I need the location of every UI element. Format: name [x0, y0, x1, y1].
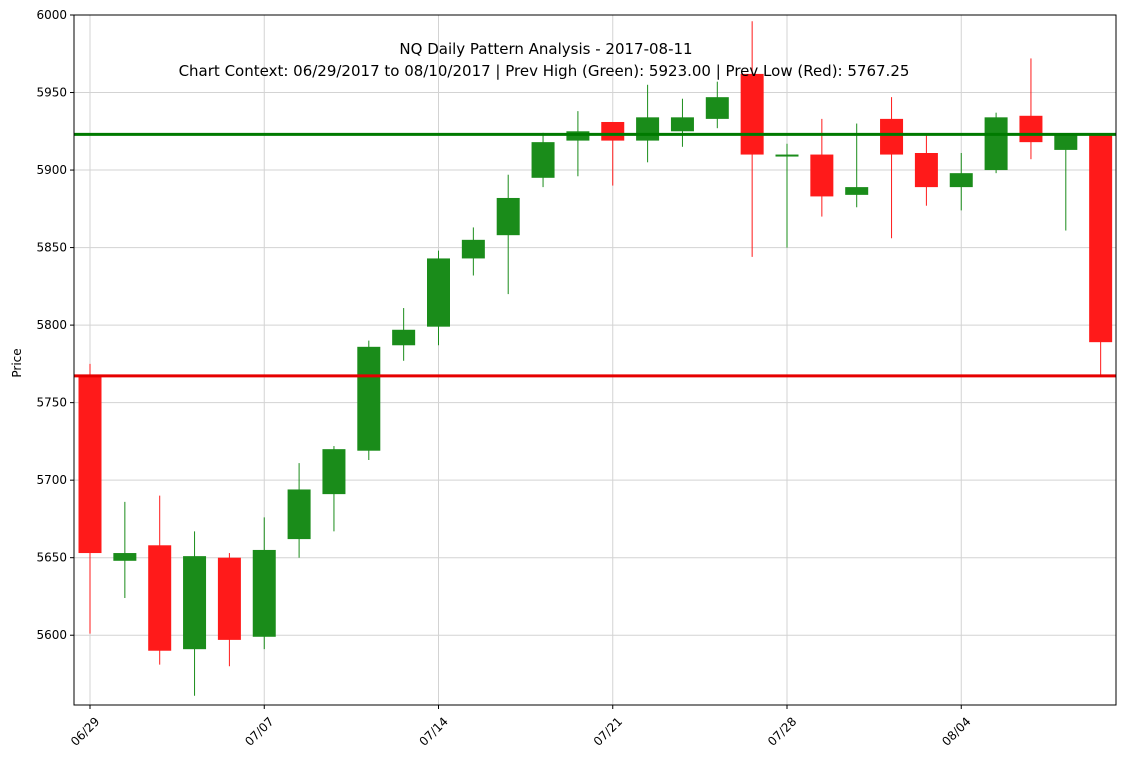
y-tick-label: 5850: [36, 241, 67, 255]
candle: [461, 227, 485, 276]
candle: [183, 531, 207, 696]
grid-layer: [74, 14, 1116, 705]
x-tick-label: 08/04: [939, 714, 973, 748]
candle: [670, 98, 694, 147]
candle: [531, 132, 555, 188]
candle-body: [217, 557, 241, 640]
candle-body: [845, 187, 869, 195]
x-tick-label: 07/21: [591, 714, 625, 748]
candle: [148, 495, 172, 665]
candle-body: [984, 117, 1008, 171]
candle-body: [601, 121, 625, 141]
candle-body: [252, 549, 276, 637]
candle: [357, 340, 381, 461]
candle-body: [287, 489, 311, 540]
candle: [601, 121, 625, 186]
candle: [322, 446, 346, 532]
chart-title: NQ Daily Pattern Analysis - 2017-08-11: [399, 40, 692, 58]
candle-body: [810, 154, 834, 197]
candle-body: [1019, 115, 1043, 143]
candle-body: [914, 153, 938, 188]
candle: [880, 97, 904, 239]
candle-body: [531, 142, 555, 178]
candle-body: [322, 449, 346, 495]
x-tick-label: 07/14: [416, 714, 450, 748]
x-axis-ticks: 06/29 07/07 07/14 07/21 07/28 08/04: [68, 705, 974, 749]
candle: [113, 501, 137, 599]
candle-body: [705, 97, 729, 119]
candle-body: [496, 197, 520, 236]
candle-body: [566, 131, 590, 141]
candle-body: [392, 329, 416, 346]
candle-body: [461, 239, 485, 259]
candle: [775, 143, 799, 248]
candle-body: [357, 346, 381, 451]
y-tick-label: 5700: [36, 473, 67, 487]
candle: [217, 553, 241, 667]
x-tick-label: 06/29: [68, 714, 102, 748]
plot-frame: [73, 14, 1117, 706]
y-axis-label: Price: [10, 348, 24, 377]
candle-body: [636, 117, 660, 141]
y-axis-ticks: 5600 5650 5700 5750 5800 5850 5900 5950 6000: [36, 8, 74, 642]
candle-body: [670, 117, 694, 132]
y-tick-label: 5900: [36, 163, 67, 177]
candle: [845, 123, 869, 208]
y-tick-label: 5950: [36, 86, 67, 100]
candle: [1054, 134, 1078, 231]
y-tick-label: 6000: [36, 8, 67, 22]
y-tick-label: 5800: [36, 318, 67, 332]
x-tick-label: 07/07: [242, 714, 276, 748]
candle-body: [78, 376, 102, 554]
candle-body: [775, 154, 799, 157]
candles: [78, 21, 1113, 696]
chart-subtitle: Chart Context: 06/29/2017 to 08/10/2017 …: [179, 62, 910, 80]
candle: [636, 84, 660, 163]
candle-body: [949, 173, 973, 188]
candle: [566, 111, 590, 177]
candle-body: [1089, 134, 1113, 343]
candle: [392, 308, 416, 361]
candle: [78, 363, 102, 634]
reference-lines: [74, 132, 1116, 378]
candle-body: [183, 556, 207, 650]
y-tick-label: 5650: [36, 551, 67, 565]
candle-body: [880, 118, 904, 155]
candle: [984, 112, 1008, 174]
candle: [705, 81, 729, 129]
candle: [1019, 58, 1043, 160]
candle-body: [1054, 134, 1078, 150]
candle: [496, 174, 520, 295]
y-tick-label: 5600: [36, 628, 67, 642]
candle-body: [427, 258, 450, 327]
candle: [914, 134, 938, 206]
candle: [949, 153, 973, 211]
y-tick-label: 5750: [36, 396, 67, 410]
candle: [740, 21, 764, 257]
candle-body: [148, 545, 172, 651]
candle: [287, 463, 311, 558]
candle: [1089, 134, 1113, 377]
x-tick-label: 07/28: [765, 714, 799, 748]
candle-body: [740, 73, 764, 155]
candle: [427, 250, 450, 346]
candle-body: [113, 553, 137, 561]
candle: [252, 517, 276, 650]
